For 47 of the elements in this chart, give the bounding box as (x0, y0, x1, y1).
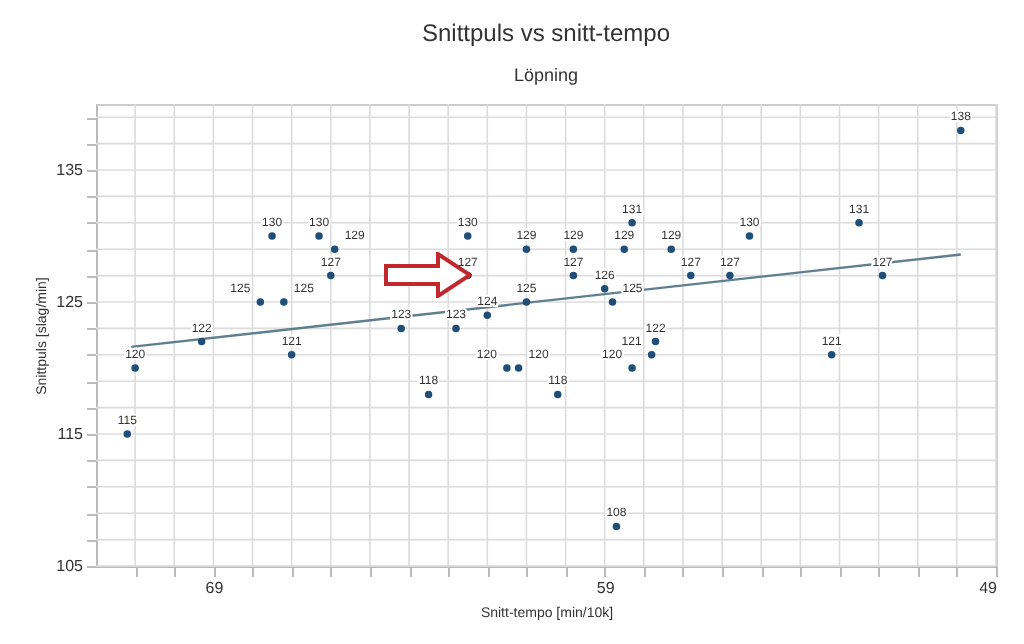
y-tick-label: 135 (56, 161, 85, 179)
point (600, 285, 609, 293)
point (651, 337, 660, 346)
x-tick-label: 49 (979, 579, 999, 597)
point (612, 522, 621, 531)
y-tick-label: 115 (57, 425, 85, 443)
point (123, 430, 132, 438)
y-tick-label: 125 (56, 293, 85, 311)
point (726, 271, 734, 280)
point (647, 351, 656, 359)
point (280, 298, 288, 306)
point (315, 232, 323, 240)
point (569, 271, 578, 280)
point (287, 351, 296, 359)
point (522, 298, 531, 306)
point (878, 271, 887, 280)
point (628, 219, 636, 227)
point (608, 298, 617, 306)
point (503, 364, 511, 372)
point (131, 364, 139, 372)
point (745, 232, 754, 240)
point (424, 390, 433, 399)
point (452, 324, 460, 333)
point (667, 245, 675, 253)
point (827, 351, 836, 359)
point (620, 245, 628, 253)
x-tick-label: 59 (596, 579, 616, 597)
point (554, 390, 562, 399)
point (330, 245, 339, 253)
point (197, 337, 206, 346)
point (628, 364, 636, 372)
point (514, 364, 523, 372)
point (464, 232, 472, 240)
point (397, 324, 405, 333)
point (569, 245, 578, 253)
point (327, 271, 335, 280)
point (687, 271, 695, 280)
point (957, 126, 965, 135)
point (522, 245, 531, 253)
point (268, 232, 276, 240)
point (256, 298, 265, 306)
y-tick-label: 105 (56, 557, 85, 575)
x-tick-label: 69 (205, 579, 225, 597)
chart-title: Snittpuls vs snitt-tempo (421, 19, 671, 48)
point (483, 311, 492, 319)
chart-subtitle: Löpning (513, 65, 579, 86)
point (855, 219, 863, 227)
